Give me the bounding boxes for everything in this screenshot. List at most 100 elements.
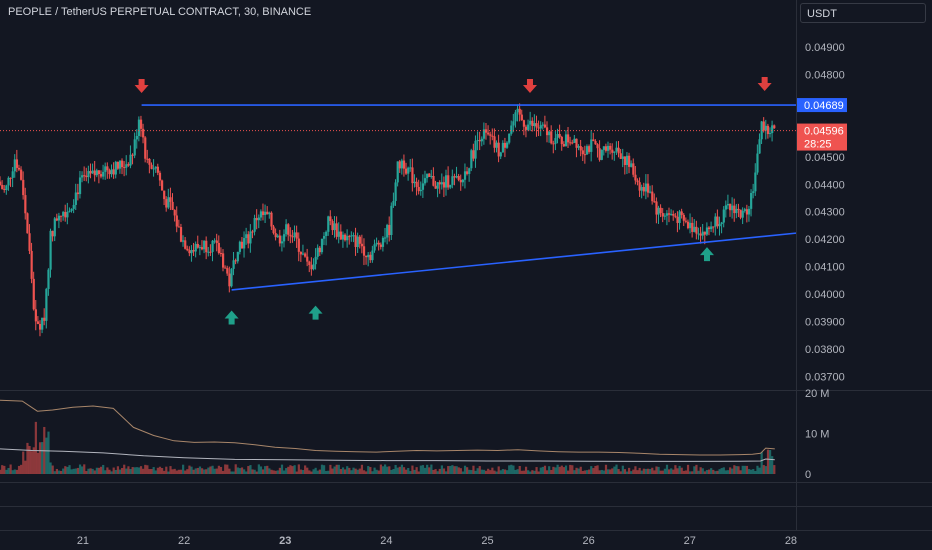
volume-bar [705,470,709,474]
volume-bar [337,464,340,474]
volume-bar [114,469,117,474]
candle-body [402,160,406,169]
volume-bar [49,462,52,474]
candle-body [350,235,353,237]
volume-bar [381,466,385,474]
candle-body [625,155,629,166]
candle-body [766,125,770,135]
candle-body [447,175,450,188]
candle-body [419,189,422,192]
candle-body [630,163,633,167]
volume-bar [194,468,197,474]
candle-body [386,224,389,238]
volume-bar [34,421,37,474]
volume-bar [628,467,631,474]
candle-body [760,121,763,140]
volume-bar [571,465,574,474]
volume-bar [175,470,178,474]
volume-bar [348,467,351,474]
candle-body [110,169,113,175]
down-arrow-marker [522,78,537,93]
candle-body [655,201,658,215]
volume-bar [68,465,71,474]
volume-bar [678,465,681,474]
volume-bar [104,470,107,474]
volume-bar [177,469,181,474]
candle-body [26,213,29,234]
currency-selector[interactable]: USDT [800,3,926,23]
candle-body [747,208,751,215]
candle-body [712,226,715,228]
volume-bar [146,465,149,474]
volume-bar [649,469,652,474]
candle-body [531,120,534,127]
candle-body [362,246,366,256]
volume-bar [274,470,277,474]
volume-bar [484,470,488,474]
candle-body [426,173,429,179]
volume-bar [636,470,639,474]
candle-body [535,123,538,128]
volume-bar [118,469,122,474]
candle-body [423,178,427,184]
time-axis[interactable]: 21 22 23 24 25 26 27 28 [77,535,797,547]
candle-body [716,216,719,227]
price-tick-label: 0.03700 [805,371,845,383]
price-axis[interactable]: 0.049000.048000.047000.045000.044000.043… [797,42,847,481]
candle-body [672,213,675,216]
candle-body [32,278,35,310]
candle-body [365,255,368,258]
volume-bar [514,469,517,474]
time-tick-label: 27 [684,535,696,547]
chart-title: PEOPLE / TetherUS PERPETUAL CONTRACT, 30… [8,6,312,18]
candle-body [480,138,483,142]
candle-body [160,180,164,191]
price-tick-label: 0.04300 [805,207,845,219]
volume-bar [537,471,540,474]
volume-bar [200,468,204,474]
volume-bar [232,471,235,474]
volume-bar [133,467,136,474]
price-tick-label: 0.03900 [805,316,845,328]
volume-bar [287,466,290,474]
volume-bar [64,466,67,474]
candle-body [508,133,511,143]
volume-bar [735,466,738,474]
candle-body [440,182,443,185]
candle-body [89,171,92,174]
candle-body [575,138,578,148]
up-arrow-marker [699,247,714,262]
volume-bar [238,468,242,474]
candle-body [154,166,157,169]
candle-body [421,183,425,190]
volume-bar [310,471,313,474]
volume-bar [259,466,263,474]
candle-body [261,211,265,215]
candle-body [247,234,250,244]
candle-body [203,240,206,250]
candle-body [394,182,397,201]
volume-bar [45,437,48,474]
candle-body [552,143,555,145]
candle-body [379,244,382,247]
volume-bar [771,456,774,474]
volume-ma-line [0,399,775,456]
volume-bar [716,470,719,474]
candle-body [564,134,568,147]
candle-body [93,170,96,176]
candle-body [28,233,31,251]
volume-bar [234,464,237,474]
candle-body [583,154,587,156]
volume-bar [718,469,721,474]
candle-body [670,213,673,215]
volume-bar [291,466,294,474]
volume-bar [295,471,298,474]
volume-bar [468,469,471,474]
volume-bar [550,469,553,474]
volume-bar [663,468,666,474]
candle-body [253,218,256,232]
volume-bar [579,466,582,474]
candle-body [636,180,639,183]
volume-bar [127,466,130,474]
